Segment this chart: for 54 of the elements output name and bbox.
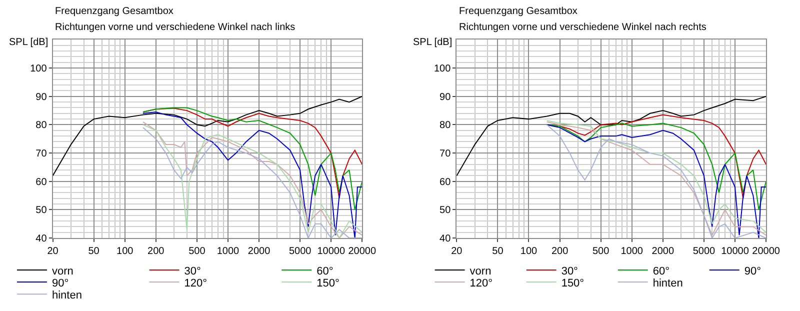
- y-tick-label: 80: [36, 120, 48, 132]
- chart-subtitle: Richtungen vorne und verschiedene Winkel nach links: [55, 22, 296, 33]
- legend-label: 90°: [744, 265, 762, 278]
- x-tick-label: 10000: [317, 246, 346, 258]
- legend-label: 120°: [470, 277, 493, 290]
- x-tick-label: 1000: [216, 246, 240, 258]
- chart-title: Frequenzgang Gesamtbox: [55, 6, 174, 17]
- y-tick-label: 60: [440, 176, 452, 188]
- legend-label: hinten: [652, 277, 683, 290]
- x-tick-label: 50: [492, 246, 504, 258]
- legend-label: 150°: [316, 277, 340, 290]
- x-tick-label: 50: [88, 246, 100, 258]
- legend-label: vorn: [470, 265, 492, 278]
- x-tick-label: 2000: [248, 246, 271, 258]
- y-tick-label: 70: [440, 148, 452, 160]
- x-tick-label: 20000: [752, 246, 780, 258]
- legend-label: 30°: [561, 265, 578, 278]
- x-tick-label: 100: [520, 246, 538, 258]
- x-tick-label: 2000: [652, 246, 674, 258]
- legend-label: vorn: [52, 265, 74, 278]
- legend-label: 150°: [561, 277, 584, 290]
- chart-subtitle: Richtungen vorne und verschiedene Winkel nach rechts: [459, 22, 706, 33]
- chart-title: Frequenzgang Gesamtbox: [459, 6, 578, 17]
- y-tick-label: 40: [440, 234, 452, 245]
- legend-label: 120°: [184, 277, 208, 290]
- x-tick-label: 20: [47, 246, 59, 258]
- legend-label: hinten: [52, 289, 82, 302]
- y-axis-title: SPL [dB]: [413, 37, 452, 48]
- y-tick-label: 50: [440, 205, 452, 216]
- y-tick-label: 50: [36, 205, 48, 216]
- x-tick-label: 1000: [620, 246, 644, 258]
- legend-label: 60°: [652, 265, 670, 278]
- x-tick-label: 20000: [348, 246, 376, 258]
- y-tick-label: 40: [36, 234, 48, 245]
- x-tick-label: 10000: [721, 246, 750, 258]
- x-tick-label: 200: [551, 246, 569, 258]
- x-tick-label: 5000: [692, 246, 716, 258]
- y-tick-label: 70: [36, 148, 48, 160]
- x-tick-label: 200: [148, 246, 165, 258]
- y-tick-label: 80: [440, 120, 452, 132]
- legend-label: 60°: [316, 265, 334, 278]
- legend-label: 30°: [184, 265, 201, 278]
- y-tick-label: 100: [30, 64, 48, 75]
- y-tick-label: 90: [36, 92, 48, 103]
- x-tick-label: 100: [116, 246, 134, 258]
- x-tick-label: 20: [451, 246, 463, 258]
- y-axis-title: SPL [dB]: [9, 37, 48, 48]
- y-tick-label: 60: [36, 176, 48, 188]
- x-tick-label: 5000: [288, 246, 312, 258]
- x-tick-label: 500: [592, 246, 610, 258]
- legend-label: 90°: [52, 277, 69, 290]
- y-tick-label: 90: [440, 92, 452, 103]
- x-tick-label: 500: [188, 246, 206, 258]
- y-tick-label: 100: [434, 64, 452, 75]
